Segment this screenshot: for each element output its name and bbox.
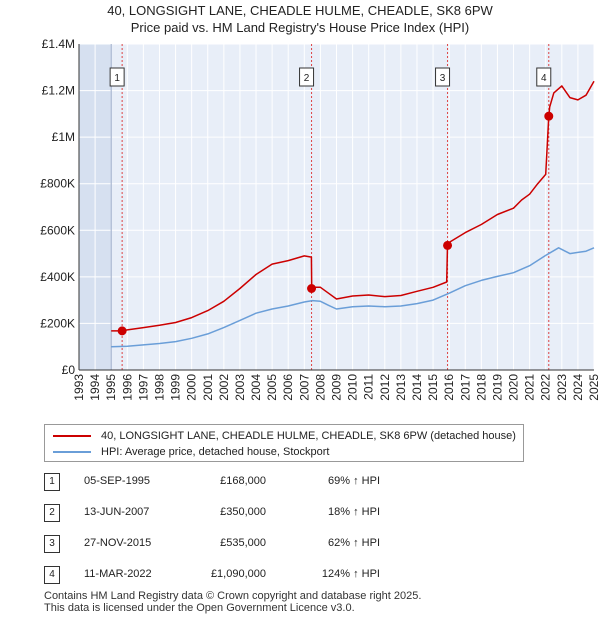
x-tick-label: 2016 xyxy=(442,374,456,401)
sale-date: 05-SEP-1995 xyxy=(84,475,151,487)
x-tick-label: 2019 xyxy=(490,374,504,401)
y-tick-label: £1.2M xyxy=(42,84,75,98)
x-tick-label: 2021 xyxy=(523,374,537,401)
legend-label-hpi: HPI: Average price, detached house, Stoc… xyxy=(101,446,330,458)
sale-marker-label: 3 xyxy=(440,73,446,84)
x-tick-label: 1993 xyxy=(72,374,86,401)
x-tick-label: 2008 xyxy=(313,374,327,401)
y-tick-label: £1.4M xyxy=(42,37,75,51)
sale-point xyxy=(544,111,554,121)
x-tick-label: 2009 xyxy=(330,374,344,401)
x-tick-label: 2013 xyxy=(394,374,408,401)
y-tick-label: £800K xyxy=(40,177,75,191)
sale-row: 1 05-SEP-1995 £168,000 69% ↑ HPI xyxy=(44,471,444,493)
x-tick-label: 2004 xyxy=(249,374,263,401)
sale-date: 11-MAR-2022 xyxy=(84,568,152,580)
x-tick-label: 2023 xyxy=(555,374,569,401)
x-tick-label: 1996 xyxy=(120,374,134,401)
x-tick-label: 2010 xyxy=(346,374,360,401)
footer-attribution: Contains HM Land Registry data © Crown c… xyxy=(44,590,421,614)
sale-hpi-change: 62% ↑ HPI xyxy=(328,537,380,549)
footer-line-2: This data is licensed under the Open Gov… xyxy=(44,602,355,614)
x-tick-label: 1994 xyxy=(88,374,102,401)
sale-date: 27-NOV-2015 xyxy=(84,537,152,549)
x-tick-label: 1995 xyxy=(104,374,118,401)
sale-row: 4 11-MAR-2022 £1,090,000 124% ↑ HPI xyxy=(44,564,444,586)
legend-swatch-property xyxy=(53,435,91,437)
sale-marker-label: 1 xyxy=(114,73,120,84)
sale-hpi-change: 18% ↑ HPI xyxy=(328,506,380,518)
x-tick-label: 2018 xyxy=(474,374,488,401)
legend-item-hpi: HPI: Average price, detached house, Stoc… xyxy=(53,446,330,458)
x-tick-label: 2017 xyxy=(458,374,472,401)
sale-number-badge: 1 xyxy=(44,473,60,491)
chart-subtitle: Price paid vs. HM Land Registry's House … xyxy=(130,20,470,35)
x-tick-label: 2011 xyxy=(362,374,376,400)
x-tick-label: 1998 xyxy=(152,374,166,401)
sale-price: £350,000 xyxy=(220,506,266,518)
chart-legend: 40, LONGSIGHT LANE, CHEADLE HULME, CHEAD… xyxy=(44,424,524,462)
y-tick-label: £400K xyxy=(40,270,75,284)
sale-number-badge: 3 xyxy=(44,535,60,553)
sale-number-badge: 4 xyxy=(44,566,60,584)
x-tick-label: 2014 xyxy=(410,374,424,401)
x-tick-label: 2001 xyxy=(201,374,215,401)
sale-number-badge: 2 xyxy=(44,504,60,522)
x-tick-label: 2000 xyxy=(185,374,199,401)
footer-line-1: Contains HM Land Registry data © Crown c… xyxy=(44,590,422,602)
x-tick-label: 2025 xyxy=(587,374,600,401)
y-tick-label: £200K xyxy=(40,316,75,330)
x-tick-label: 2024 xyxy=(571,374,585,401)
legend-label-property: 40, LONGSIGHT LANE, CHEADLE HULME, CHEAD… xyxy=(101,430,516,442)
x-tick-label: 1997 xyxy=(136,374,150,401)
sale-date: 13-JUN-2007 xyxy=(84,506,150,518)
x-tick-label: 2007 xyxy=(297,374,311,401)
x-tick-label: 2022 xyxy=(539,374,553,401)
y-tick-label: £1M xyxy=(52,130,75,144)
sale-hpi-change: 124% ↑ HPI xyxy=(321,568,380,580)
x-tick-label: 2020 xyxy=(507,374,521,401)
x-tick-label: 1999 xyxy=(169,374,183,401)
sale-marker-box xyxy=(299,67,315,87)
sale-marker-label: 2 xyxy=(304,73,310,84)
sale-point xyxy=(307,284,317,293)
y-tick-label: £600K xyxy=(40,223,75,237)
y-tick-label: £0 xyxy=(62,363,76,377)
sale-marker-box xyxy=(109,67,125,87)
legend-swatch-hpi xyxy=(53,451,91,453)
hpi-series-line xyxy=(111,247,595,348)
sale-price: £1,090,000 xyxy=(210,568,266,580)
x-tick-label: 2005 xyxy=(265,374,279,401)
x-tick-label: 2006 xyxy=(281,374,295,401)
sale-marker-box xyxy=(435,67,451,87)
sale-marker-label: 4 xyxy=(541,73,547,84)
x-tick-label: 2002 xyxy=(217,374,231,401)
sale-price: £168,000 xyxy=(220,475,266,487)
sale-point xyxy=(443,240,453,250)
sale-price: £535,000 xyxy=(220,537,266,549)
sale-point xyxy=(117,326,127,336)
legend-item-property: 40, LONGSIGHT LANE, CHEADLE HULME, CHEAD… xyxy=(53,430,516,442)
sale-hpi-change: 69% ↑ HPI xyxy=(328,475,380,487)
sale-row: 3 27-NOV-2015 £535,000 62% ↑ HPI xyxy=(44,533,444,555)
chart-title: 40, LONGSIGHT LANE, CHEADLE HULME, CHEAD… xyxy=(107,3,493,18)
x-tick-label: 2003 xyxy=(233,374,247,401)
x-tick-label: 2012 xyxy=(378,374,392,401)
sale-row: 2 13-JUN-2007 £350,000 18% ↑ HPI xyxy=(44,502,444,524)
sale-marker-box xyxy=(536,67,552,87)
property-series-line xyxy=(111,80,595,332)
x-tick-label: 2015 xyxy=(426,374,440,401)
